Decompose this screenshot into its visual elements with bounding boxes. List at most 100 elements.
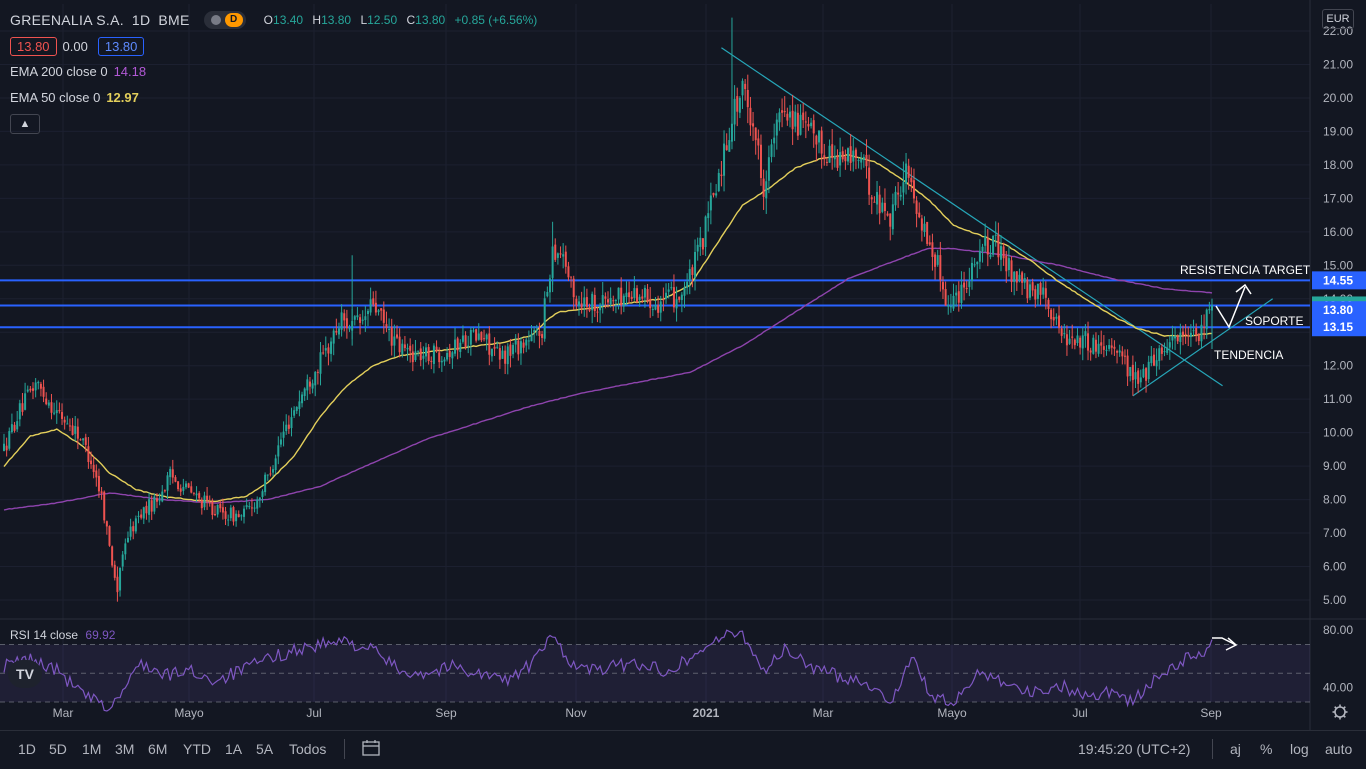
candle-body bbox=[200, 499, 203, 509]
candle-body bbox=[620, 287, 623, 306]
candle bbox=[981, 243, 984, 263]
range-1m-button[interactable]: 1M bbox=[82, 741, 102, 757]
range-3m-button[interactable]: 3M bbox=[115, 741, 135, 757]
candle bbox=[256, 496, 259, 515]
candle bbox=[87, 436, 90, 469]
candles bbox=[3, 17, 1213, 602]
candle-body bbox=[1039, 283, 1042, 295]
ema50-legend[interactable]: EMA 50 close 0 12.97 bbox=[10, 84, 543, 110]
candle bbox=[1002, 242, 1005, 266]
candle-body bbox=[153, 496, 156, 512]
tradingview-logo-icon[interactable]: TV bbox=[8, 660, 42, 688]
range-6m-button[interactable]: 6M bbox=[148, 741, 168, 757]
market-status-badge[interactable]: D bbox=[203, 11, 246, 29]
candle-body bbox=[804, 121, 807, 123]
log-button[interactable]: log bbox=[1290, 741, 1309, 757]
collapse-legend-button[interactable]: ▲ bbox=[10, 114, 40, 134]
level-badge-soporte bbox=[1312, 301, 1366, 320]
candle-body bbox=[1192, 330, 1195, 332]
candle-body bbox=[517, 340, 520, 355]
candle-body bbox=[8, 431, 11, 449]
candle-body bbox=[759, 144, 762, 178]
range-5a-button[interactable]: 5A bbox=[256, 741, 274, 757]
candle-body bbox=[214, 514, 217, 516]
candle bbox=[754, 127, 757, 155]
candle-body bbox=[293, 410, 296, 416]
gear-tooth bbox=[1334, 714, 1338, 718]
range-1d-button[interactable]: 1D bbox=[18, 741, 36, 757]
currency-selector[interactable]: EUR bbox=[1322, 9, 1354, 29]
candle bbox=[1187, 326, 1190, 347]
candle bbox=[765, 170, 768, 214]
candle-body bbox=[1058, 315, 1061, 328]
candle-body bbox=[26, 389, 29, 392]
candle bbox=[691, 264, 694, 288]
ema200-legend[interactable]: EMA 200 close 0 14.18 bbox=[10, 58, 543, 84]
candle bbox=[651, 304, 654, 317]
candle-body bbox=[1147, 361, 1150, 380]
candle-body bbox=[720, 174, 723, 176]
clock[interactable]: 19:45:20 (UTC+2) bbox=[1078, 741, 1191, 757]
range-1a-button[interactable]: 1A bbox=[225, 741, 243, 757]
candle bbox=[712, 192, 715, 198]
candle bbox=[517, 333, 520, 361]
candle bbox=[662, 287, 665, 312]
range-5d-button[interactable]: 5D bbox=[49, 741, 67, 757]
candle-body bbox=[361, 319, 364, 321]
candle bbox=[1155, 348, 1158, 376]
candle bbox=[477, 323, 480, 341]
percent-button[interactable]: % bbox=[1260, 741, 1273, 757]
candle bbox=[3, 433, 5, 452]
level-badge-resistance-text: 14.55 bbox=[1323, 273, 1353, 287]
candle bbox=[554, 238, 557, 263]
candle-body bbox=[1081, 335, 1084, 349]
candle bbox=[841, 146, 844, 163]
candle-body bbox=[369, 299, 372, 313]
candle bbox=[807, 116, 810, 131]
candle bbox=[643, 285, 646, 308]
interval[interactable]: 1D bbox=[131, 12, 151, 28]
candle bbox=[395, 325, 398, 340]
candle-body bbox=[161, 491, 164, 502]
candle-body bbox=[525, 339, 528, 346]
candle bbox=[248, 501, 251, 510]
candle-body bbox=[538, 330, 541, 336]
candle-body bbox=[92, 464, 95, 472]
candle bbox=[762, 169, 765, 210]
adjust-button[interactable]: aj bbox=[1230, 741, 1241, 757]
candle-body bbox=[395, 334, 398, 338]
candle bbox=[728, 127, 731, 152]
candle-body bbox=[16, 421, 19, 430]
date-range-icon[interactable] bbox=[362, 739, 382, 760]
candle bbox=[163, 489, 166, 493]
candle bbox=[380, 308, 383, 321]
candle-body bbox=[912, 180, 915, 199]
symbol-name[interactable]: GREENALIA S.A. bbox=[10, 12, 124, 28]
candle-body bbox=[918, 212, 921, 218]
candle-body bbox=[699, 237, 702, 247]
candle bbox=[369, 287, 372, 316]
candle bbox=[448, 343, 451, 364]
candle-body bbox=[973, 264, 976, 266]
candle bbox=[39, 381, 42, 397]
bid-box[interactable]: 13.80 bbox=[10, 36, 57, 56]
range-all-button[interactable]: Todos bbox=[289, 741, 327, 757]
candle-body bbox=[1189, 332, 1192, 338]
rsi-legend[interactable]: RSI 14 close 69.92 bbox=[10, 628, 115, 642]
candle bbox=[359, 313, 362, 335]
auto-button[interactable]: auto bbox=[1325, 741, 1353, 757]
candle-body bbox=[1110, 345, 1113, 348]
candle-body bbox=[1005, 255, 1008, 272]
ask-box[interactable]: 13.80 bbox=[97, 36, 145, 56]
range-ytd-button[interactable]: YTD bbox=[183, 741, 211, 757]
candle-body bbox=[746, 89, 749, 108]
candle bbox=[794, 104, 797, 133]
candle-body bbox=[883, 202, 886, 212]
rsi-tick: 40.00 bbox=[1323, 681, 1353, 695]
candle bbox=[324, 336, 327, 357]
candle-body bbox=[770, 144, 773, 157]
candle bbox=[343, 309, 346, 332]
candle-body bbox=[1065, 334, 1068, 346]
candle-body bbox=[245, 505, 248, 508]
